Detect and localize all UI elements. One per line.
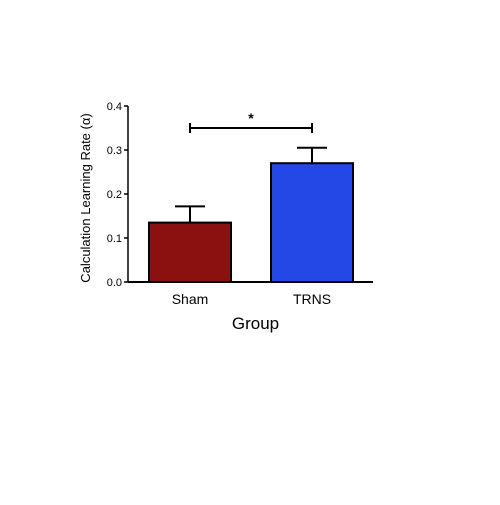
bar-trns	[270, 162, 354, 283]
y-tick-label: 0.0	[107, 277, 122, 289]
x-tick-label: TRNS	[293, 291, 331, 307]
y-ticks: 0.0 0.1 0.2 0.3 0.4	[107, 101, 128, 289]
y-tick-label: 0.3	[107, 145, 122, 157]
y-tick-label: 0.1	[107, 233, 122, 245]
x-axis-title: Group	[232, 314, 279, 333]
significance-label: *	[248, 110, 254, 126]
error-bars	[175, 146, 327, 223]
significance-annotation: *	[189, 110, 313, 133]
x-tick-label: Sham	[172, 291, 209, 307]
bar-sham	[148, 221, 232, 284]
bars	[148, 162, 354, 284]
x-tick-labels: Sham TRNS	[172, 291, 331, 307]
y-tick-label: 0.2	[107, 189, 122, 201]
y-axis-title: Calculation Learning Rate (α)	[78, 113, 93, 282]
y-tick-label: 0.4	[107, 101, 122, 113]
